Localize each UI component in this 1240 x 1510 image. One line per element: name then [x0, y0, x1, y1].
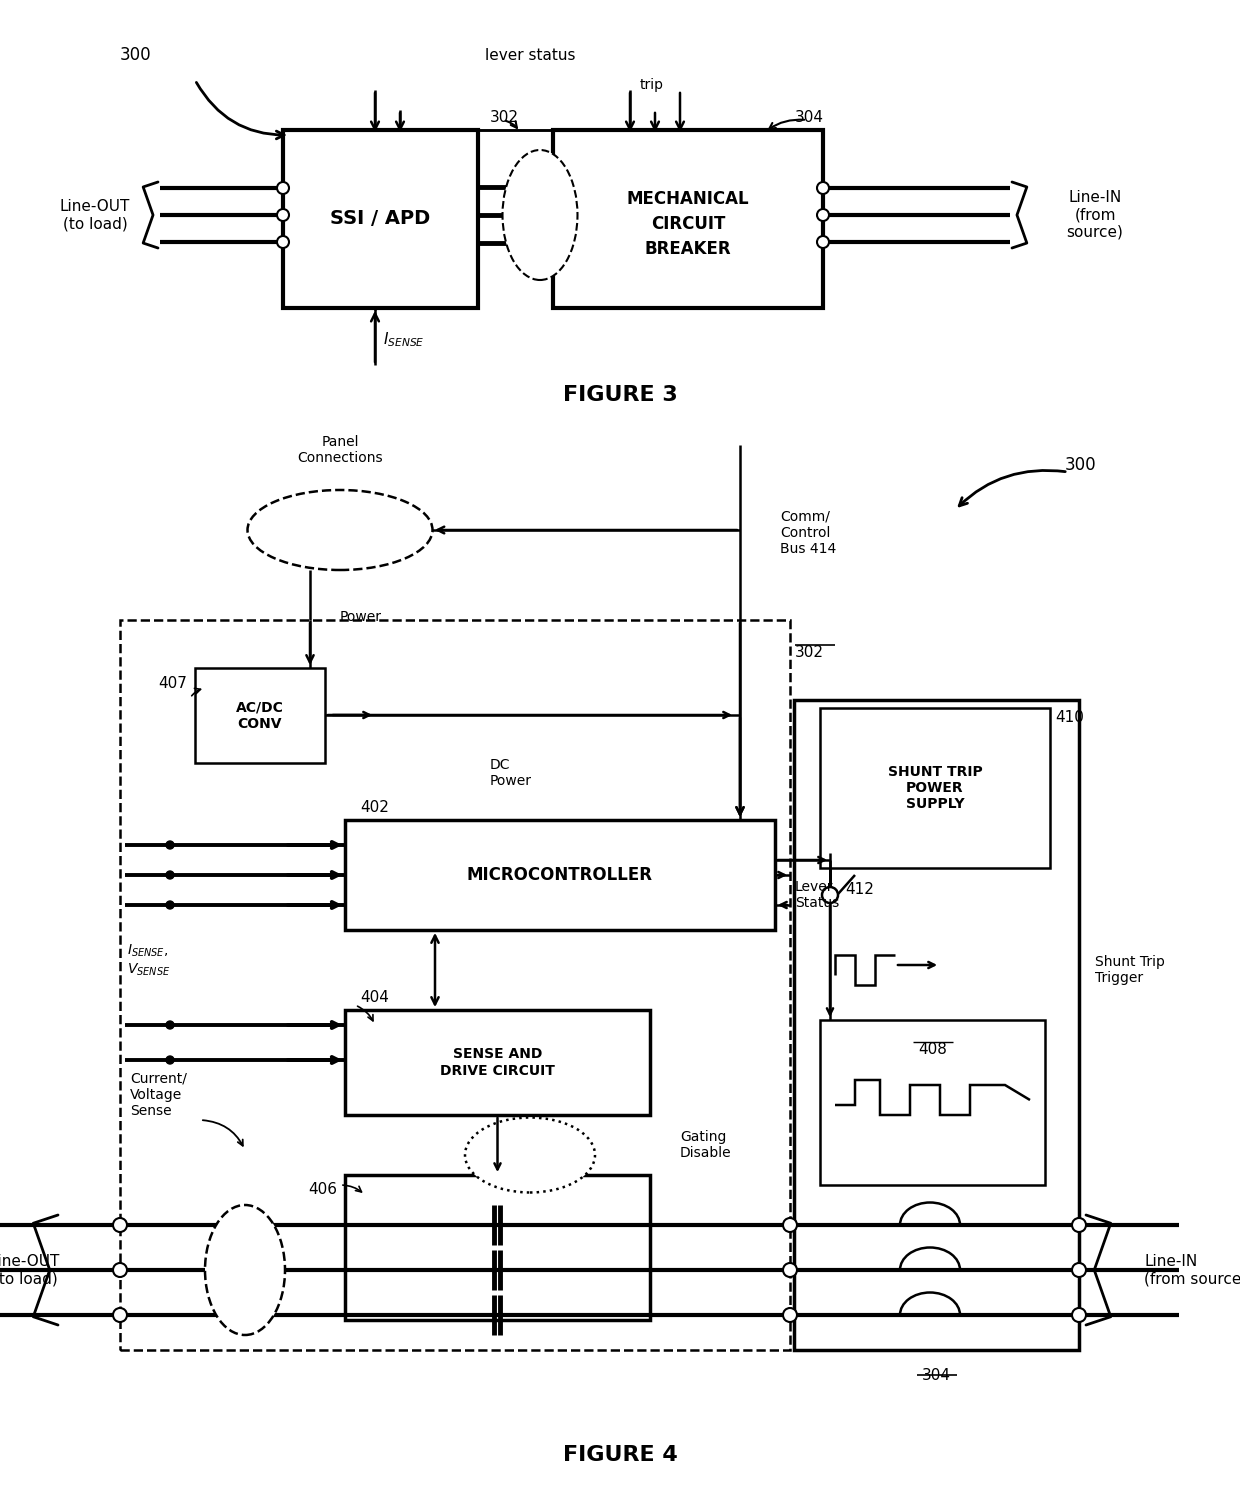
Bar [195, 667, 325, 763]
Text: Current/
Voltage
Sense: Current/ Voltage Sense [130, 1072, 187, 1119]
Bar [345, 1010, 650, 1114]
Circle shape [166, 841, 174, 849]
Circle shape [782, 1219, 797, 1232]
Text: FIGURE 4: FIGURE 4 [563, 1445, 677, 1465]
Circle shape [166, 871, 174, 879]
Text: 302: 302 [795, 645, 825, 660]
Bar [553, 130, 823, 308]
Text: MICROCONTROLLER: MICROCONTROLLER [467, 867, 653, 883]
Circle shape [1073, 1219, 1086, 1232]
Circle shape [113, 1262, 126, 1277]
Text: 410: 410 [1055, 711, 1084, 725]
Text: 300: 300 [120, 45, 151, 63]
Circle shape [817, 183, 830, 193]
Text: AC/DC
CONV: AC/DC CONV [236, 701, 284, 731]
Text: 408: 408 [918, 1042, 947, 1057]
Bar [120, 621, 790, 1350]
Circle shape [113, 1219, 126, 1232]
Text: FIGURE 3: FIGURE 3 [563, 385, 677, 405]
Ellipse shape [205, 1205, 285, 1335]
Text: 304: 304 [795, 110, 825, 125]
Text: 300: 300 [1065, 456, 1096, 474]
Bar [283, 130, 477, 308]
Text: Line-IN
(from source): Line-IN (from source) [1145, 1253, 1240, 1287]
Circle shape [817, 208, 830, 220]
Circle shape [277, 236, 289, 248]
Text: SENSE AND
DRIVE CIRCUIT: SENSE AND DRIVE CIRCUIT [440, 1048, 556, 1078]
Text: 406: 406 [308, 1182, 337, 1197]
Text: SSI / APD: SSI / APD [330, 210, 430, 228]
Text: 404: 404 [360, 991, 389, 1006]
Text: 402: 402 [360, 800, 389, 815]
Text: Power: Power [340, 610, 382, 624]
Text: CIRCUIT: CIRCUIT [651, 214, 725, 233]
Text: Gating
Disable: Gating Disable [680, 1129, 732, 1160]
Text: Line-IN
(from
source): Line-IN (from source) [1066, 190, 1123, 240]
Text: trip: trip [640, 79, 663, 92]
Text: 302: 302 [490, 110, 520, 125]
Text: 412: 412 [844, 882, 874, 897]
Circle shape [166, 1021, 174, 1028]
Circle shape [822, 886, 838, 903]
Text: Shunt Trip
Trigger: Shunt Trip Trigger [1095, 954, 1164, 985]
Text: Line-OUT
(to load): Line-OUT (to load) [0, 1253, 61, 1287]
Circle shape [166, 901, 174, 909]
Circle shape [1073, 1262, 1086, 1277]
Ellipse shape [248, 491, 433, 569]
Text: 407: 407 [159, 675, 187, 690]
Bar [820, 1019, 1045, 1185]
Text: Comm/
Control
Bus 414: Comm/ Control Bus 414 [780, 510, 836, 556]
Text: Line-OUT
(to load): Line-OUT (to load) [60, 199, 130, 231]
Bar [345, 1175, 650, 1320]
Ellipse shape [465, 1117, 595, 1193]
Circle shape [277, 183, 289, 193]
Circle shape [166, 1055, 174, 1065]
Bar [820, 708, 1050, 868]
Text: MECHANICAL: MECHANICAL [626, 190, 749, 208]
Text: 304: 304 [923, 1368, 951, 1383]
Circle shape [782, 1262, 797, 1277]
Bar [345, 820, 775, 930]
Text: Panel
Connections: Panel Connections [298, 435, 383, 465]
Text: Lever
Status: Lever Status [795, 880, 839, 911]
Text: SHUNT TRIP
POWER
SUPPLY: SHUNT TRIP POWER SUPPLY [888, 764, 982, 811]
Text: lever status: lever status [485, 47, 575, 62]
Circle shape [782, 1308, 797, 1321]
Circle shape [113, 1308, 126, 1321]
Ellipse shape [502, 149, 578, 279]
Circle shape [277, 208, 289, 220]
Circle shape [1073, 1308, 1086, 1321]
Bar [794, 701, 1079, 1350]
Circle shape [817, 236, 830, 248]
Text: $I_{SENSE}$,
$V_{SENSE}$: $I_{SENSE}$, $V_{SENSE}$ [126, 942, 170, 977]
Text: BREAKER: BREAKER [645, 240, 732, 258]
Text: DC
Power: DC Power [490, 758, 532, 788]
Text: $I_{SENSE}$: $I_{SENSE}$ [383, 331, 424, 349]
